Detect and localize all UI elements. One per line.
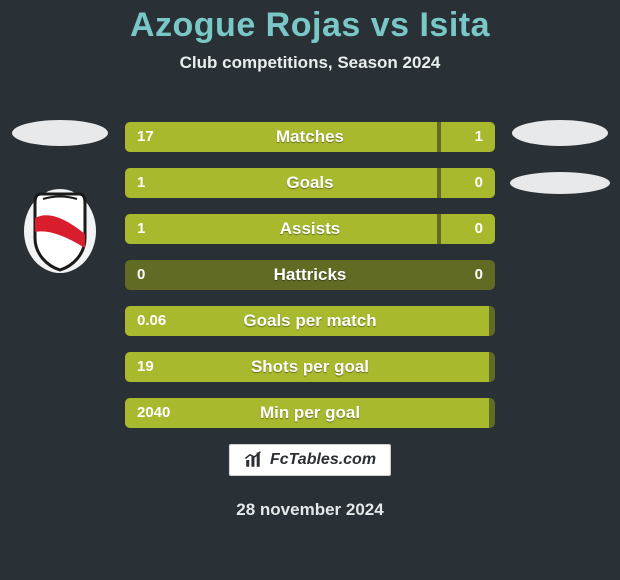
date: 28 november 2024 xyxy=(0,500,620,520)
brand-box[interactable]: FcTables.com xyxy=(229,444,391,476)
subtitle: Club competitions, Season 2024 xyxy=(0,53,620,73)
stat-label: Shots per goal xyxy=(125,352,495,382)
stat-row: 171Matches xyxy=(125,122,495,152)
stat-row: 10Assists xyxy=(125,214,495,244)
stat-label: Goals per match xyxy=(125,306,495,336)
stat-row: 0.06Goals per match xyxy=(125,306,495,336)
page-title: Azogue Rojas vs Isita xyxy=(0,6,620,45)
brand-logo-icon xyxy=(244,451,262,469)
stat-row: 10Goals xyxy=(125,168,495,198)
comparison-card: Azogue Rojas vs Isita Club competitions,… xyxy=(0,0,620,580)
shield-icon xyxy=(23,188,97,274)
stat-label: Min per goal xyxy=(125,398,495,428)
avatar-oval-right xyxy=(512,120,608,146)
avatar-left xyxy=(10,120,110,260)
stat-row: 00Hattricks xyxy=(125,260,495,290)
stat-row: 2040Min per goal xyxy=(125,398,495,428)
club-badge-left xyxy=(23,188,97,279)
stat-label: Goals xyxy=(125,168,495,198)
stat-label: Hattricks xyxy=(125,260,495,290)
brand-text: FcTables.com xyxy=(270,451,376,469)
stat-label: Assists xyxy=(125,214,495,244)
stat-row: 19Shots per goal xyxy=(125,352,495,382)
stat-label: Matches xyxy=(125,122,495,152)
avatar-oval-right xyxy=(510,172,610,194)
stat-bars: 171Matches 10Goals 10Assists 00Hattricks 0.0… xyxy=(125,122,495,444)
avatar-oval-left xyxy=(12,120,108,146)
avatar-right xyxy=(510,120,610,260)
